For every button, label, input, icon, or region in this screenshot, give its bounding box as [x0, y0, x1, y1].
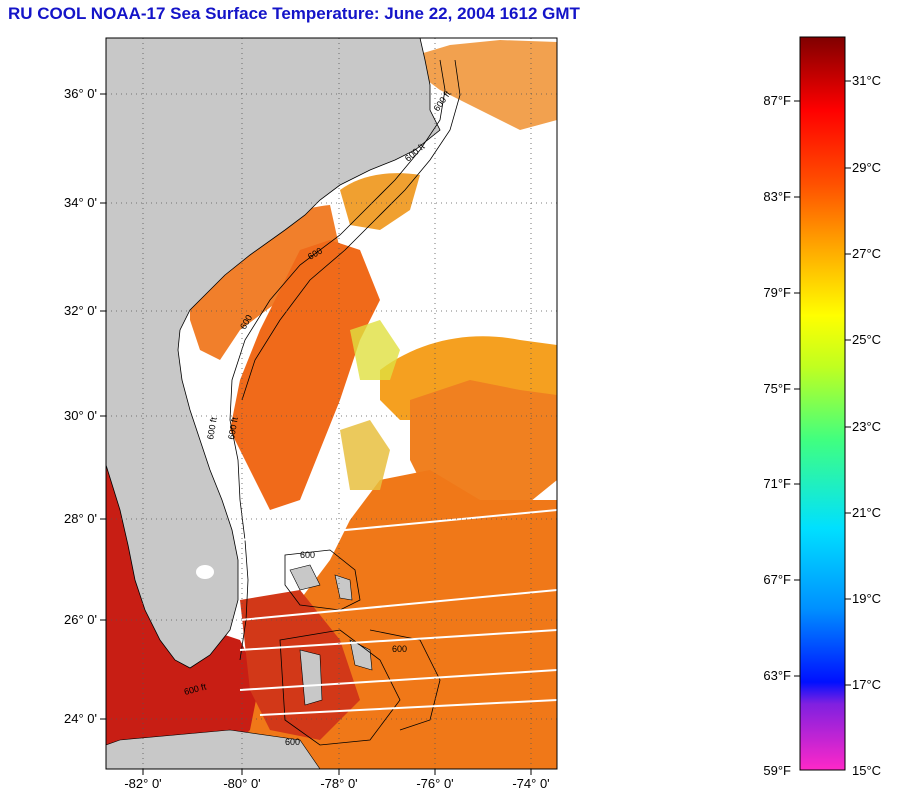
map-panel: 600 ft 600 ft 600 600 600 ft 600 ft 600 … [106, 38, 557, 769]
colorbar-fahrenheit-label: 71°F [763, 476, 791, 491]
bathymetry-contours [229, 59, 461, 746]
colorbar-fahrenheit-label: 83°F [763, 189, 791, 204]
lon-tick-label: -76° 0' [416, 776, 453, 791]
map-title: RU COOL NOAA-17 Sea Surface Temperature:… [8, 4, 580, 23]
lat-tick-label: 26° 0' [64, 612, 97, 627]
lon-tick-label: -80° 0' [223, 776, 260, 791]
lon-tick-label: -78° 0' [320, 776, 357, 791]
colorbar-celsius-label: 17°C [852, 677, 881, 692]
lat-tick-label: 24° 0' [64, 711, 97, 726]
colorbar-celsius-label: 23°C [852, 419, 881, 434]
lat-tick-label: 36° 0' [64, 86, 97, 101]
lat-tick-label: 32° 0' [64, 303, 97, 318]
lat-tick-label: 30° 0' [64, 408, 97, 423]
colorbar [799, 36, 846, 771]
colorbar-fahrenheit-label: 87°F [763, 93, 791, 108]
colorbar-fahrenheit-label: 67°F [763, 572, 791, 587]
colorbar-celsius-label: 25°C [852, 332, 881, 347]
lat-tick-label: 28° 0' [64, 511, 97, 526]
contour-label: 600 ft [205, 416, 219, 440]
bahamas-islands [106, 564, 373, 769]
colorbar-fahrenheit-label: 79°F [763, 285, 791, 300]
lake-okeechobee [196, 565, 214, 579]
orbit-streaks [239, 509, 557, 716]
colorbar-fahrenheit-label: 63°F [763, 668, 791, 683]
contour-label: 600 [285, 737, 300, 747]
colorbar-ticks [794, 80, 851, 686]
contour-label: 600 ft [226, 416, 240, 440]
colorbar-celsius-label: 19°C [852, 591, 881, 606]
graticule [106, 38, 557, 769]
colorbar-celsius-label: 21°C [852, 505, 881, 520]
colorbar-celsius-label: 15°C [852, 763, 881, 778]
colorbar-fahrenheit-label: 59°F [763, 763, 791, 778]
axis-ticks [100, 93, 532, 775]
lat-tick-label: 34° 0' [64, 195, 97, 210]
colorbar-celsius-label: 27°C [852, 246, 881, 261]
land-mass [106, 38, 441, 669]
colorbar-fahrenheit-label: 75°F [763, 381, 791, 396]
contour-label: 600 [392, 644, 407, 654]
colorbar-celsius-label: 29°C [852, 160, 881, 175]
map-frame [105, 37, 558, 770]
colorbar-celsius-label: 31°C [852, 73, 881, 88]
lon-tick-label: -74° 0' [512, 776, 549, 791]
contour-label: 600 [300, 550, 315, 560]
lon-tick-label: -82° 0' [124, 776, 161, 791]
